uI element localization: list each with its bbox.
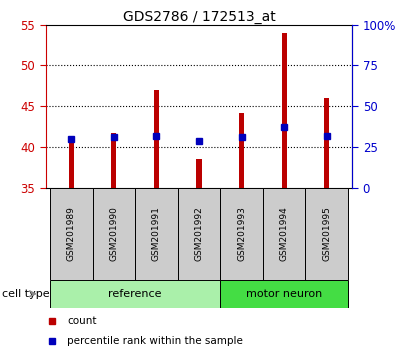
Text: GSM201989: GSM201989 — [67, 206, 76, 261]
Bar — [135, 188, 178, 280]
Text: GSM201995: GSM201995 — [322, 206, 331, 261]
Bar — [178, 188, 220, 280]
Bar — [93, 188, 135, 280]
Bar — [154, 90, 159, 188]
Text: motor neuron: motor neuron — [246, 289, 322, 299]
Text: GSM201990: GSM201990 — [109, 206, 118, 261]
Bar — [220, 280, 348, 308]
Text: GSM201994: GSM201994 — [280, 206, 289, 261]
Text: GSM201991: GSM201991 — [152, 206, 161, 261]
Bar — [281, 33, 287, 188]
Text: reference: reference — [108, 289, 162, 299]
Text: cell type: cell type — [2, 289, 50, 299]
Text: count: count — [67, 316, 97, 326]
Bar — [220, 188, 263, 280]
Bar — [305, 188, 348, 280]
Bar — [263, 188, 305, 280]
Bar — [197, 159, 201, 188]
Bar — [324, 98, 329, 188]
Bar — [50, 188, 93, 280]
Text: GSM201993: GSM201993 — [237, 206, 246, 261]
Bar — [50, 280, 220, 308]
Bar — [69, 138, 74, 188]
Bar — [239, 113, 244, 188]
Bar — [111, 133, 117, 188]
Text: GSM201992: GSM201992 — [195, 206, 203, 261]
Text: percentile rank within the sample: percentile rank within the sample — [67, 336, 243, 346]
Title: GDS2786 / 172513_at: GDS2786 / 172513_at — [123, 10, 275, 24]
